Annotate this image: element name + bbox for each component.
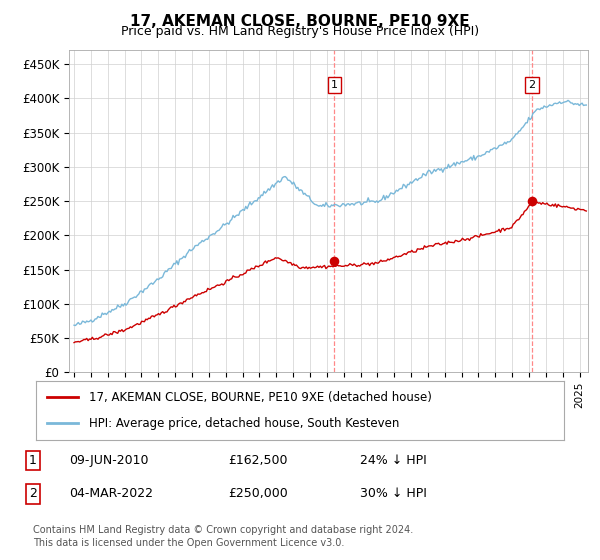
Text: This data is licensed under the Open Government Licence v3.0.: This data is licensed under the Open Gov… (33, 538, 344, 548)
Text: 04-MAR-2022: 04-MAR-2022 (69, 487, 153, 501)
Text: 2: 2 (529, 80, 535, 90)
Text: Contains HM Land Registry data © Crown copyright and database right 2024.: Contains HM Land Registry data © Crown c… (33, 525, 413, 535)
Point (329, 256, 339, 265)
Text: Price paid vs. HM Land Registry's House Price Index (HPI): Price paid vs. HM Land Registry's House … (121, 25, 479, 38)
Text: 2: 2 (29, 487, 37, 501)
Text: £162,500: £162,500 (228, 454, 287, 467)
Text: 24% ↓ HPI: 24% ↓ HPI (360, 454, 427, 467)
Text: 17, AKEMAN CLOSE, BOURNE, PE10 9XE: 17, AKEMAN CLOSE, BOURNE, PE10 9XE (130, 14, 470, 29)
Point (527, 197, 536, 206)
Text: HPI: Average price, detached house, South Kesteven: HPI: Average price, detached house, Sout… (89, 417, 399, 430)
Text: 1: 1 (331, 80, 338, 90)
Text: 1: 1 (29, 454, 37, 467)
Text: 09-JUN-2010: 09-JUN-2010 (69, 454, 149, 467)
Text: 30% ↓ HPI: 30% ↓ HPI (360, 487, 427, 501)
Text: 17, AKEMAN CLOSE, BOURNE, PE10 9XE (detached house): 17, AKEMAN CLOSE, BOURNE, PE10 9XE (deta… (89, 391, 431, 404)
Text: £250,000: £250,000 (228, 487, 288, 501)
